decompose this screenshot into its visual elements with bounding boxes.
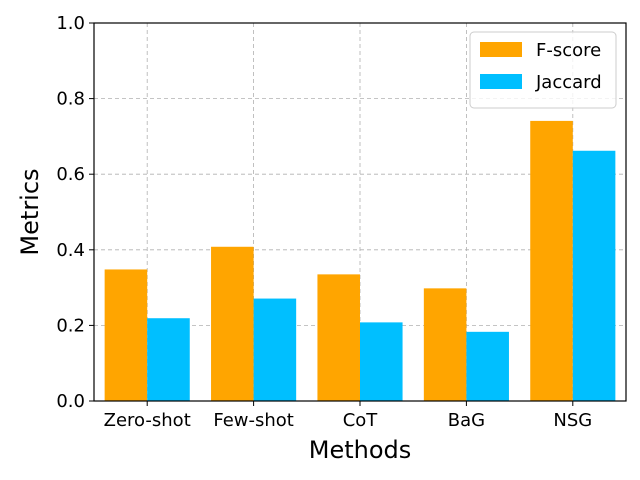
bar-jaccard-cot — [360, 322, 403, 401]
y-tick-label: 0.0 — [56, 391, 85, 412]
y-axis-title: Metrics — [16, 168, 44, 255]
bar-jaccard-zero-shot — [147, 318, 190, 401]
x-axis-title: Methods — [309, 436, 412, 464]
bar-f-score-nsg — [530, 120, 573, 401]
ticks: 0.0 0.2 0.4 0.6 0.8 1.0 Zero-shot Few-shot CoT Ba… — [56, 13, 592, 431]
bar-jaccard-nsg — [572, 150, 616, 401]
bar-f-score-cot — [317, 274, 360, 401]
x-tick-label: BaG — [448, 410, 485, 431]
bar-jaccard-bag — [466, 331, 509, 401]
x-tick-label: NSG — [553, 410, 592, 431]
legend-label: Jaccard — [535, 72, 602, 93]
bar-f-score-bag — [423, 288, 467, 401]
y-tick-label: 0.2 — [56, 315, 85, 336]
y-tick-label: 0.6 — [56, 164, 85, 185]
bar-f-score-zero-shot — [104, 269, 148, 401]
y-tick-label: 1.0 — [56, 13, 85, 34]
legend-swatch — [480, 74, 522, 89]
x-tick-label: CoT — [343, 410, 379, 431]
bar-jaccard-few-shot — [253, 298, 297, 401]
legend-swatch — [480, 42, 522, 57]
legend: F-score Jaccard — [469, 31, 617, 109]
bars — [104, 120, 616, 401]
legend-label: F-score — [536, 40, 601, 61]
x-tick-label: Few-shot — [213, 410, 294, 431]
y-tick-label: 0.8 — [56, 89, 85, 110]
bar-f-score-few-shot — [211, 246, 254, 401]
y-tick-label: 0.4 — [56, 240, 85, 261]
x-tick-label: Zero-shot — [104, 410, 191, 431]
